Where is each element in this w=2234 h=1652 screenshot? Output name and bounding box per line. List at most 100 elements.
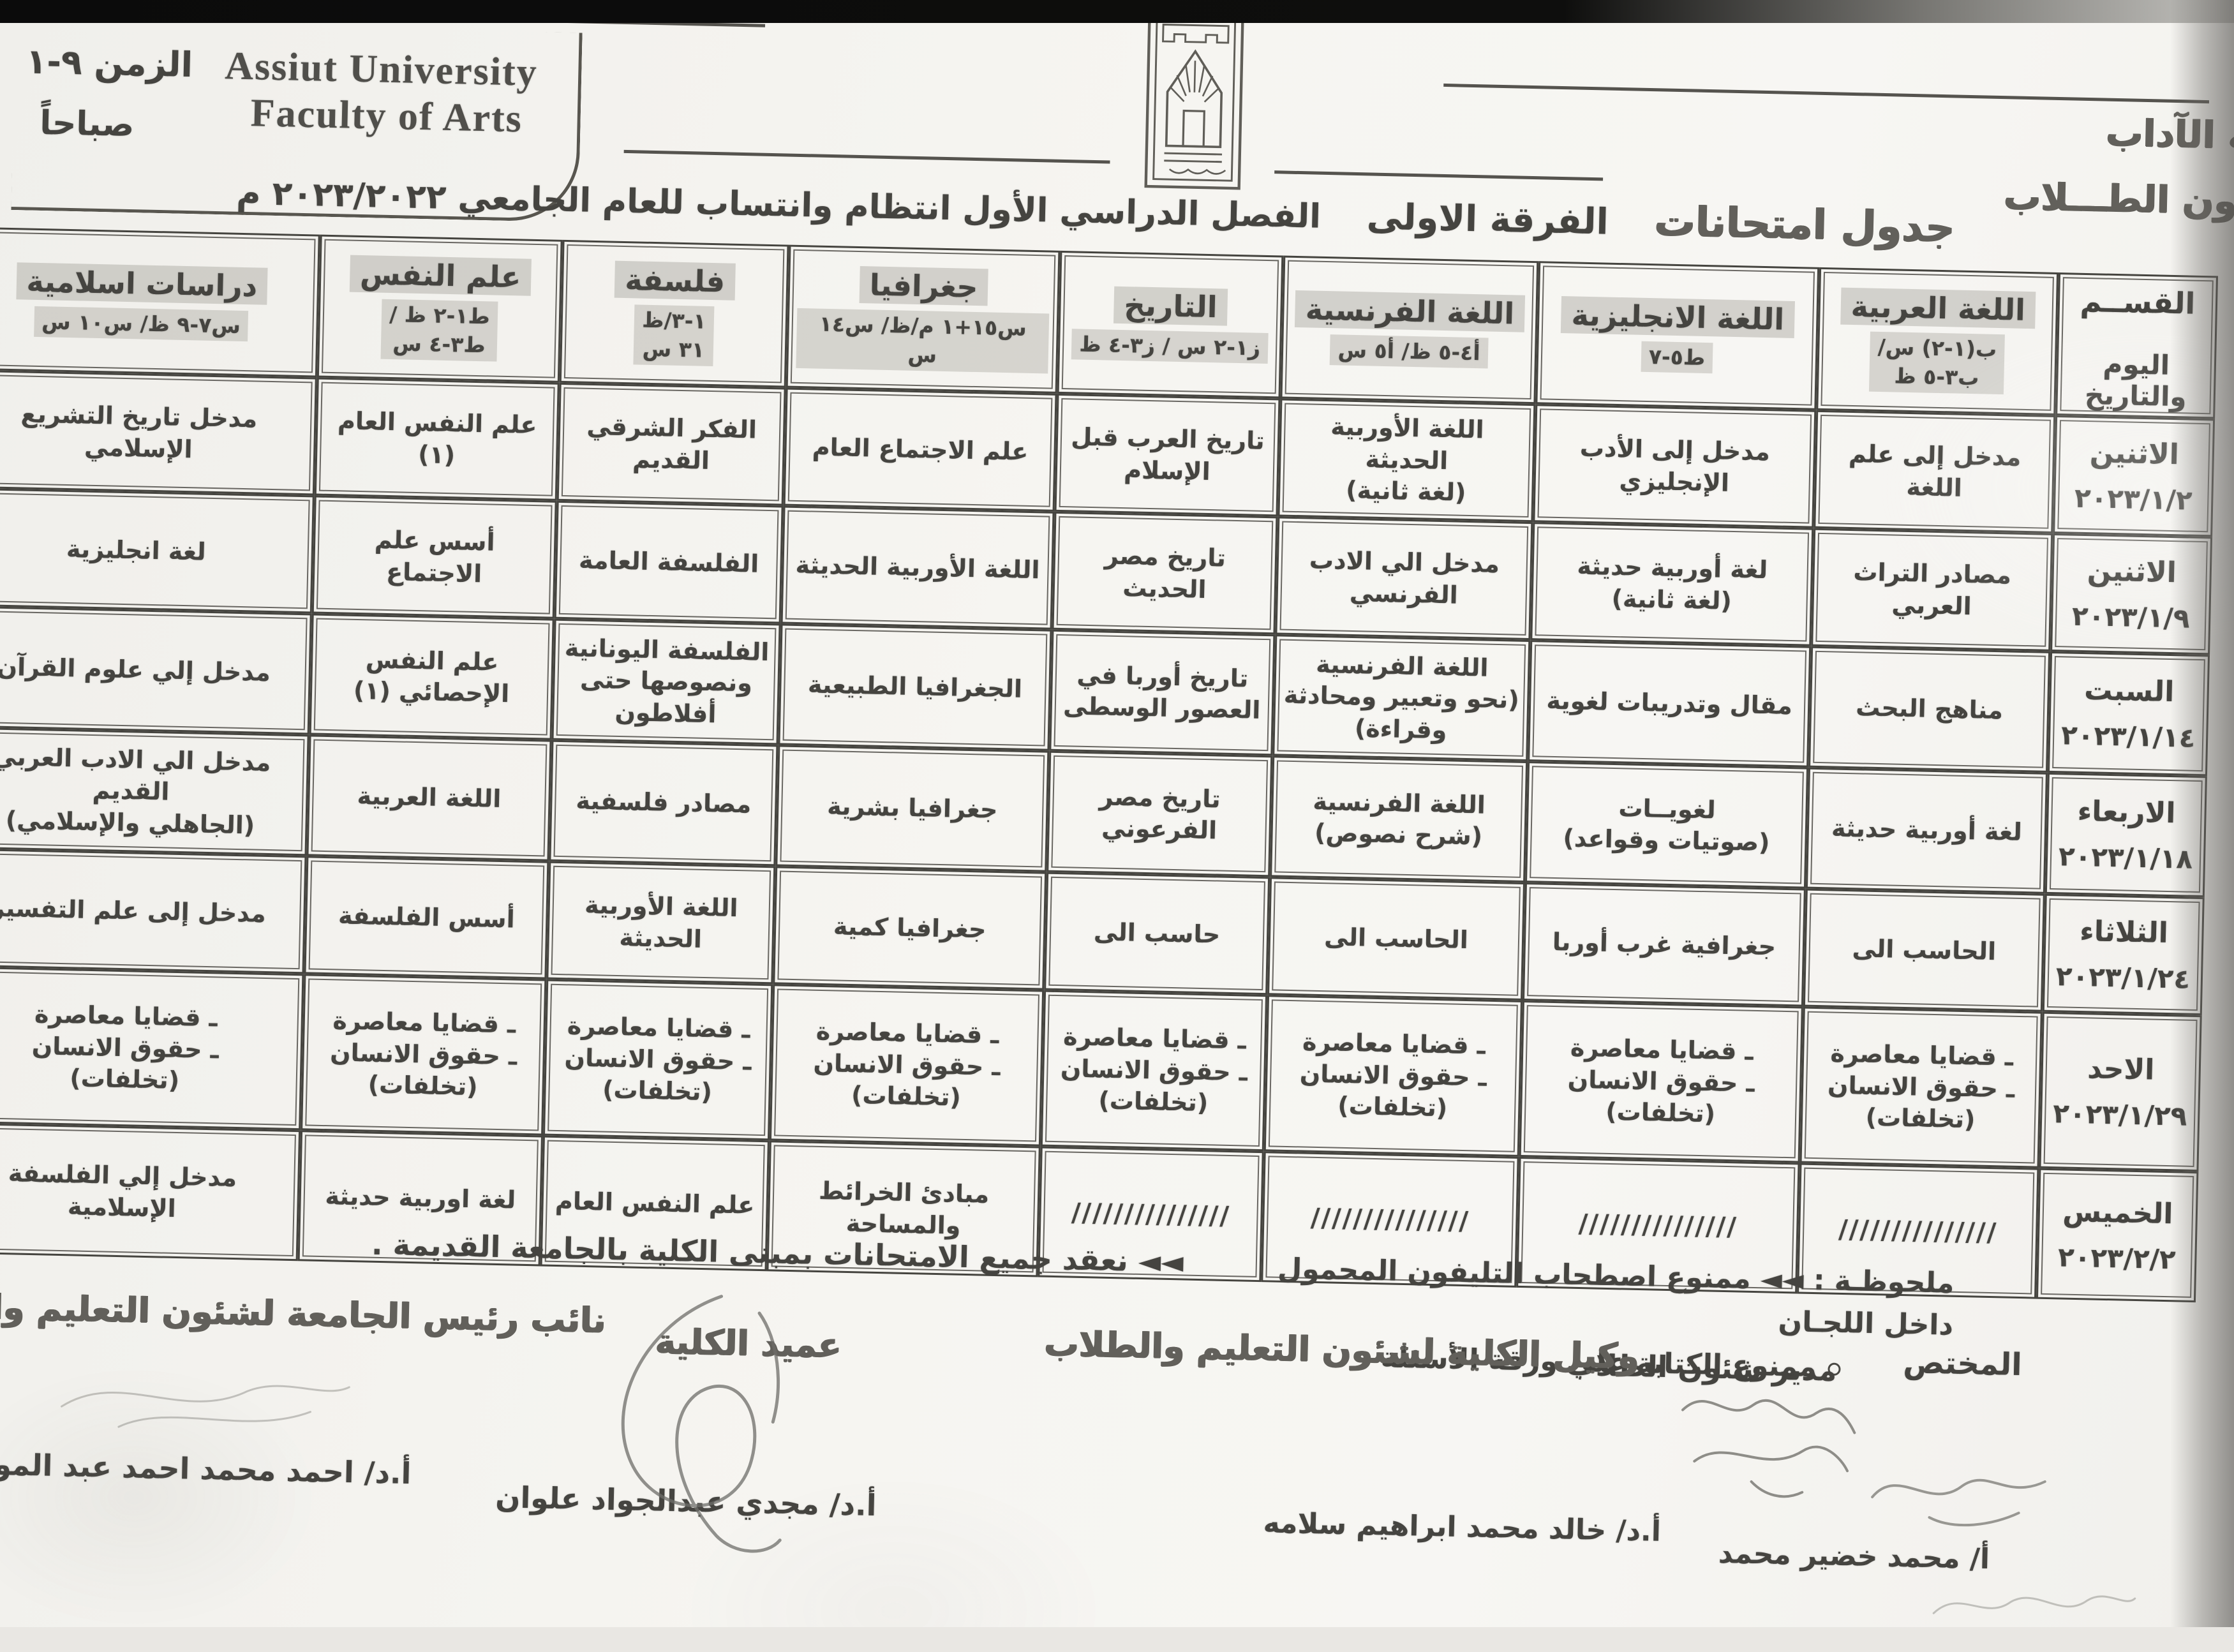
column-exam-time: س٧-٩ ظ/ س١٠ س xyxy=(33,306,249,342)
column-header: اللغة الانجليزية ط٥-٧ xyxy=(1535,261,1820,410)
exam-cell: جغرافية غرب أوربا xyxy=(1522,882,1806,1007)
exam-cell: أسس الفلسفة xyxy=(304,856,549,979)
exam-cell: مدخل تاريخ التشريع الإسلامي xyxy=(0,369,317,496)
letterhead-rule-line xyxy=(1443,83,2210,104)
vice-president-signature-scribble xyxy=(61,1385,350,1428)
director-signature-scribble xyxy=(1871,1478,2046,1527)
exam-cell: علم الاجتماع العام xyxy=(783,387,1057,512)
faculty-name-line2: Faculty of Arts xyxy=(250,91,523,141)
exam-cell: حاسب الى xyxy=(1044,872,1270,995)
exam-cell: جغرافيا كمية xyxy=(773,866,1047,990)
university-name-en: Assiut University Faculty of Arts xyxy=(223,43,539,143)
university-emblem-icon xyxy=(1144,8,1244,190)
grade-title: الفرقة الاولى xyxy=(1366,196,1609,243)
exam-cell: ـ قضايا معاصرة ـ حقوق الانسان (تخلفات) xyxy=(1263,995,1523,1157)
column-header: علم النفس ط١-٢ ظ / ط٣-٤ س xyxy=(316,234,563,383)
column-exam-time: أ٤-٥ ظ/ أ٥ س xyxy=(1330,334,1489,369)
exam-cell: اللغة الفرنسية (نحو وتعبير ومحادثة وقراء… xyxy=(1272,634,1531,762)
university-name-line1: Assiut University xyxy=(224,44,539,94)
exam-cell: لغة أوربية حديثة xyxy=(1805,767,2048,894)
column-header: جغرافيا س١٥+١ م/ظ/ س١٤ س xyxy=(786,244,1061,394)
exam-cell: الحاسب الى xyxy=(1267,877,1526,1001)
exam-cell: تاريخ أوربا في العصور الوسطى xyxy=(1049,629,1276,756)
exam-cell: مدخل الي الادب العربي القديم (الجاهلي وا… xyxy=(0,727,309,856)
exam-cell: ـ قضايا معاصرة ـ حقوق الانسان (تخلفات) xyxy=(769,984,1045,1147)
column-header: اللغة الفرنسية أ٤-٥ ظ/ أ٥ س xyxy=(1280,255,1539,405)
signatory-name-dean: أ.د/ مجدي عبدالجواد علوان xyxy=(495,1480,877,1523)
column-exam-time: ز١-٢ س / ز٣-٤ ظ xyxy=(1071,329,1269,364)
exam-cell: اللغة الأوربية الحديثة (لغة ثانية) xyxy=(1277,398,1536,523)
role-dean: عميد الكلية xyxy=(655,1321,842,1366)
exam-cell: مناهج البحث xyxy=(1808,646,2051,773)
exam-cell: تاريخ مصر الحديث xyxy=(1052,511,1278,635)
exam-cell: تاريخ مصر الفرعوني xyxy=(1046,750,1273,877)
letterhead-rule-line xyxy=(1274,170,1604,181)
day-name: الخميس xyxy=(2062,1195,2173,1230)
column-header: التاريخ ز١-٢ س / ز٣-٤ ظ xyxy=(1057,250,1284,399)
column-subject-name: اللغة العربية xyxy=(1840,288,2036,329)
exam-cell: اللغة الأوربية الحديثة xyxy=(546,861,776,985)
exam-cell: ـ قضايا معاصرة ـ حقوق الانسان (تخلفات) xyxy=(542,979,773,1141)
column-subject-name: فلسفة xyxy=(614,261,736,301)
column-exam-time: ط١-٢ ظ / ط٣-٤ س xyxy=(380,299,498,362)
exam-cell: الحاسب الى xyxy=(1803,888,2045,1012)
exam-cell: الفلسفة اليونانية ونصوصها حتى أفلاطون xyxy=(551,618,781,745)
exam-table: القســم اليوم والتاريخ اللغة العربية ب(١-٢)… xyxy=(0,227,2219,1303)
vice-dean-signature-scribble xyxy=(1681,1399,1856,1498)
specialist-label: المختص xyxy=(1902,1344,2023,1383)
exam-cell: ـ قضايا معاصرة ـ حقوق الانسان (تخلفات) xyxy=(301,974,547,1136)
column-exam-time: ب(١-٢) س/ ب٣-٥ ظ xyxy=(1869,332,2005,394)
exam-schedule-title: جدول امتحانات xyxy=(1653,198,1956,252)
handwritten-note-scribble xyxy=(1932,1595,2136,1614)
column-subject-name: علم النفس xyxy=(349,255,532,297)
exam-cell: ـ قضايا معاصرة ـ حقوق الانسان (تخلفات) xyxy=(1519,1000,1803,1163)
exam-table-wrap: القســم اليوم والتاريخ اللغة العربية ب(١-٢)… xyxy=(0,227,2219,1303)
exam-cell: علم النفس العام (١) xyxy=(314,377,560,501)
signatory-name-director: أ/ محمد خضير محمد xyxy=(1718,1537,1990,1576)
column-header: دراسات اسلامية س٧-٩ ظ/ س١٠ س xyxy=(0,227,320,378)
exam-cell: مدخل الي الادب الفرنسي xyxy=(1275,516,1533,641)
exam-cell: مدخل إلى علم اللغة xyxy=(1813,410,2056,533)
exam-cell: الفلسفة العامة xyxy=(554,500,784,624)
exam-cell: تاريخ العرب قبل الإسلام xyxy=(1054,393,1281,517)
column-subject-name: اللغة الفرنسية xyxy=(1295,290,1525,332)
exam-cell: ـ قضايا معاصرة ـ حقوق الانسان (تخلفات) xyxy=(0,966,304,1131)
exam-cell: ـ قضايا معاصرة ـ حقوق الانسان (تخلفات) xyxy=(1040,990,1268,1152)
remark-label: ملحوظـة : xyxy=(1813,1264,1955,1300)
exam-cell: جغرافيا بشرية xyxy=(775,745,1050,872)
scan-right-edge-shadow xyxy=(2170,0,2234,1627)
exam-cell: اللغة العربية xyxy=(306,734,552,861)
day-date: ٢٠٢٣/١/٢٩ xyxy=(2052,1097,2187,1132)
exam-cell: الجغرافيا الطبيعية xyxy=(778,623,1052,751)
exam-cell: اللغة الفرنسية (شرح نصوص) xyxy=(1270,755,1528,883)
signatory-name-vice-president: أ.د/ احمد محمد احمد عبد المولى xyxy=(0,1446,412,1491)
exam-cell: ـ قضايا معاصرة ـ حقوق الانسان (تخلفات) xyxy=(1799,1006,2043,1168)
exam-cell: الفكر الشرقي القديم xyxy=(556,382,786,506)
exam-cell: مصادر فلسفية xyxy=(549,740,778,867)
column-header: فلسفة ١-٣/ظ ٣١ س xyxy=(559,239,789,388)
exam-cell: مدخل إلي علوم القرآن xyxy=(0,606,312,735)
role-vice-president: نائب رئيس الجامعة لشئون التعليم والطلاب xyxy=(0,1284,607,1341)
exam-cell: لغة أوربية حديثة (لغة ثانية) xyxy=(1530,522,1814,646)
exam-cell: لغويــات (صوتيات وقواعد) xyxy=(1525,761,1809,889)
column-exam-time: س١٥+١ م/ظ/ س١٤ س xyxy=(796,308,1050,374)
column-header: اللغة العربية ب(١-٢) س/ ب٣-٥ ظ xyxy=(1816,267,2059,415)
signatory-name-vice-dean: أ.د/ خالد محمد ابراهيم سلامه xyxy=(1263,1507,1662,1548)
day-date: ٢٠٢٣/٢/٢ xyxy=(2057,1241,2177,1276)
exam-cell: لغة انجليزية xyxy=(0,487,315,614)
column-subject-name: اللغة الانجليزية xyxy=(1561,295,1795,338)
exam-cell: مصادر التراث العربي xyxy=(1811,528,2053,651)
column-exam-time: ط٥-٧ xyxy=(1641,341,1713,374)
column-subject-name: دراسات اسلامية xyxy=(16,262,268,305)
exam-cell: مدخل إلى علم التفسير xyxy=(0,848,307,974)
letterhead-rule-line xyxy=(623,149,1110,164)
exam-cell: اللغة الأوربية الحديثة xyxy=(780,505,1055,630)
column-subject-name: جغرافيا xyxy=(859,266,989,306)
exam-cell: مدخل إلى الأدب الإنجليزي xyxy=(1533,404,1817,528)
scan-top-edge xyxy=(0,0,2234,23)
exam-cell: مقال وتدريبات لغوية xyxy=(1528,640,1812,768)
exam-time-period: صباحاً xyxy=(39,103,135,145)
exam-cell: علم النفس الإحصائي (١) xyxy=(309,613,555,740)
